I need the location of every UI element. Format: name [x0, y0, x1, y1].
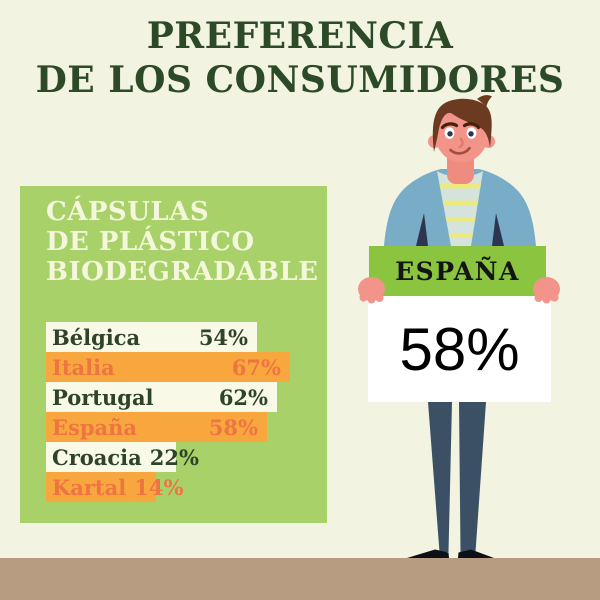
panel-heading: CÁPSULAS DE PLÁSTICO BIODEGRADABLE	[46, 197, 318, 287]
preference-bars: Bélgica 54% Italia 67% Portugal 62% España 58% C…	[46, 322, 290, 502]
preference-bar-row: Bélgica 54%	[46, 322, 257, 352]
preference-bar-row: España 58%	[46, 412, 267, 442]
man-hair-flick	[477, 95, 492, 107]
percent-value: 22%	[149, 444, 199, 470]
man-shirt-stripes	[437, 184, 483, 238]
man-shirt	[437, 171, 483, 246]
country-label: Croacia	[52, 444, 142, 470]
preference-bar-row: Italia 67%	[46, 352, 290, 382]
percent-value: 58%	[208, 414, 258, 440]
preference-bar-row: Croacia 22%	[46, 442, 199, 472]
country-label: Italia	[52, 354, 115, 380]
panel-heading-line3: BIODEGRADABLE	[46, 257, 319, 287]
floor-strip	[0, 558, 600, 600]
man-leg-left	[428, 402, 452, 552]
data-panel: CÁPSULAS DE PLÁSTICO BIODEGRADABLE Bélgi…	[20, 186, 327, 523]
man-pupil-right	[468, 131, 474, 137]
panel-heading-line2: DE PLÁSTICO	[46, 227, 255, 257]
sign-body-rect	[368, 296, 551, 402]
man-illustration	[358, 95, 560, 558]
man-hair	[432, 98, 492, 152]
panel-heading-line1: CÁPSULAS	[46, 197, 210, 227]
man-shoe-right	[458, 549, 494, 558]
sign-header-rect	[369, 246, 546, 296]
country-label: Bélgica	[52, 324, 141, 350]
percent-value: 62%	[218, 384, 268, 410]
sign-country-label: ESPAÑA	[395, 256, 520, 286]
man-shoe-left	[407, 549, 449, 558]
percent-value: 14%	[134, 474, 184, 500]
man-leg-right	[459, 402, 486, 552]
man-pupil-left	[447, 131, 453, 137]
man-hand-left	[358, 277, 385, 304]
preference-bar-row: Kartal 14%	[46, 472, 183, 502]
percent-value: 54%	[198, 324, 248, 350]
page-title-line2: DE LOS CONSUMIDORES	[35, 59, 565, 101]
man-lapel-shadow-left	[416, 213, 428, 246]
man-nose	[458, 137, 464, 149]
country-label: Portugal	[52, 384, 154, 410]
country-label: Kartal	[52, 474, 127, 500]
man-brow-right	[462, 122, 481, 130]
sign-percent-value: 58%	[399, 315, 520, 383]
man-lapel-shadow-right	[492, 213, 504, 246]
man-brow-left	[440, 122, 459, 130]
man-hand-right	[533, 277, 560, 304]
percent-value: 67%	[231, 354, 281, 380]
page-title: PREFERENCIA DE LOS CONSUMIDORES	[0, 14, 600, 102]
man-mouth	[449, 146, 471, 155]
page-title-line1: PREFERENCIA	[146, 15, 454, 57]
preference-bar-row: Portugal 62%	[46, 382, 277, 412]
country-label: España	[52, 414, 137, 440]
